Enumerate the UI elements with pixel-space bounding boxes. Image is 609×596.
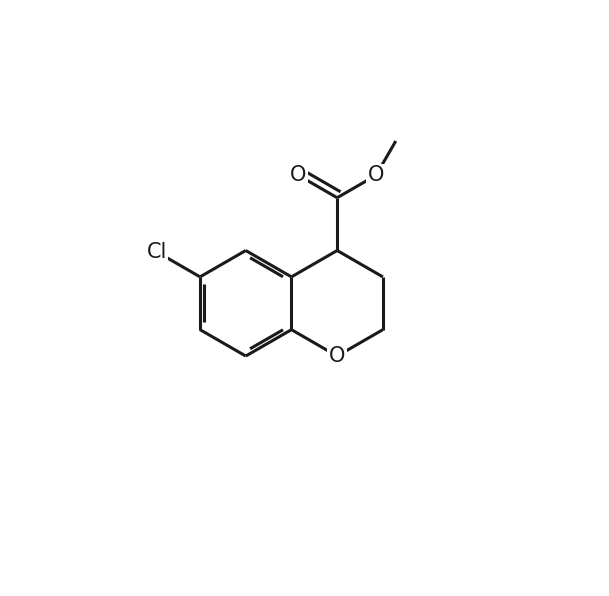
- Text: O: O: [329, 346, 345, 366]
- Text: O: O: [368, 165, 384, 185]
- Text: Cl: Cl: [146, 242, 167, 262]
- Text: O: O: [290, 165, 306, 185]
